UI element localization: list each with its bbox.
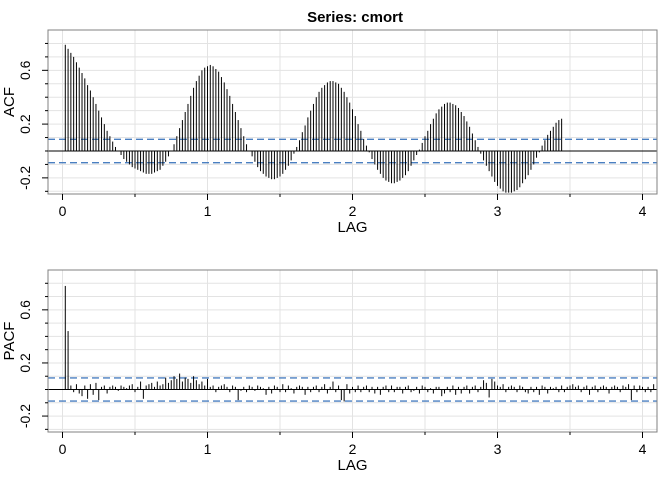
acf-y-axis-label: ACF (1, 87, 18, 117)
pacf-panel: 0 1 2 3 4 -0.2 0.2 0.6 LAG PACF (1, 269, 658, 474)
acf-x-tick-label: 1 (204, 203, 212, 219)
pacf-x-tick-label: 0 (59, 441, 67, 457)
acf-y-tick-label: 0.2 (17, 114, 33, 134)
acf-y-tick-label: -0.2 (17, 166, 33, 190)
pacf-x-tick-label: 2 (349, 441, 357, 457)
acf-panel: 0 1 2 3 4 -0.2 0.2 0.6 LAG ACF (1, 29, 658, 236)
pacf-y-tick-label: 0.2 (17, 353, 33, 373)
pacf-axes: 0 1 2 3 4 -0.2 0.2 0.6 (17, 269, 658, 457)
chart-title: Series: cmort (307, 9, 403, 26)
acf-y-tick-label: 0.6 (17, 60, 33, 80)
acf-x-tick-label: 4 (639, 203, 647, 219)
pacf-grid (48, 270, 657, 432)
acf-confidence-bands (48, 138, 657, 164)
pacf-x-axis-label: LAG (337, 457, 367, 474)
pacf-x-tick-label: 1 (204, 441, 212, 457)
pacf-y-axis-label: PACF (1, 322, 18, 361)
acf-axes: 0 1 2 3 4 -0.2 0.2 0.6 (17, 29, 658, 219)
pacf-bars (64, 285, 655, 402)
acf-x-axis-label: LAG (337, 219, 367, 236)
pacf-x-tick-label: 3 (494, 441, 502, 457)
pacf-y-tick-label: -0.2 (17, 404, 33, 428)
acf-bars (64, 44, 563, 193)
acf-x-tick-label: 0 (59, 203, 67, 219)
pacf-confidence-bands (48, 377, 657, 402)
acf-x-tick-label: 2 (349, 203, 357, 219)
pacf-y-tick-label: 0.6 (17, 300, 33, 320)
acf-x-tick-label: 3 (494, 203, 502, 219)
pacf-x-tick-label: 4 (639, 441, 647, 457)
